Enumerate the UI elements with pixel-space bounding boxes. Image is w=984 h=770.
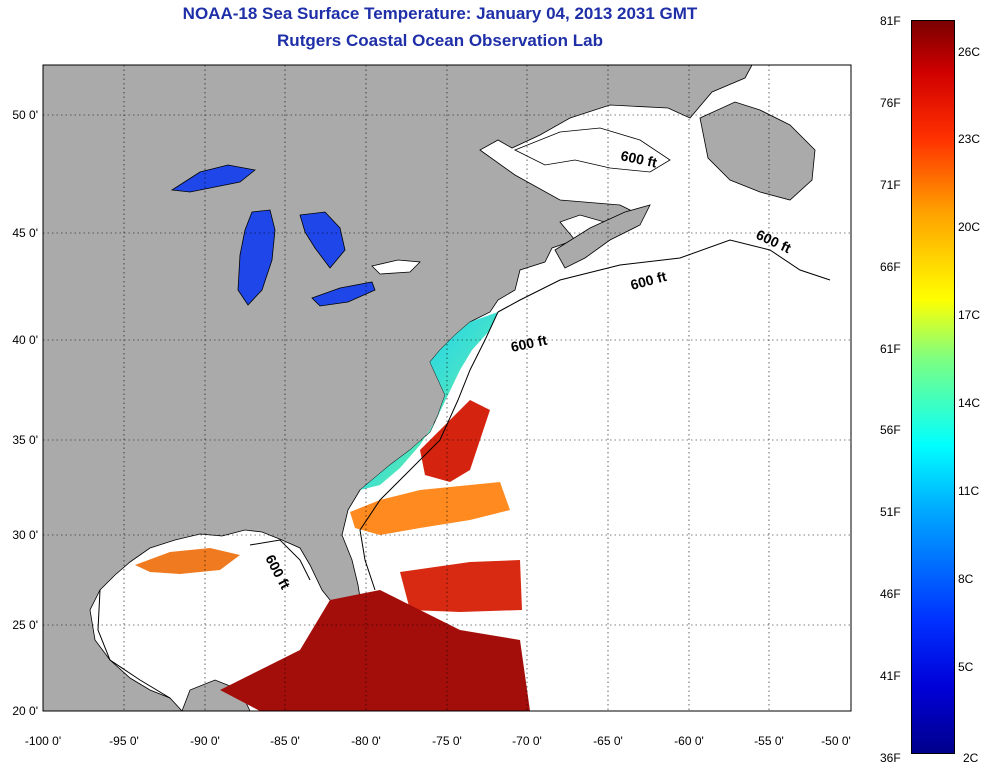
lon-tick: -55 0' [754,734,784,748]
lat-tick: 30 0' [12,528,38,542]
lat-tick: 45 0' [12,226,38,240]
lon-tick: -75 0' [432,734,462,748]
cb-c-label: 14C [958,396,981,410]
cb-f-label: 76F [880,96,901,110]
lon-tick: -50 0' [821,734,851,748]
map-frame [42,64,852,712]
lon-tick: -100 0' [25,734,61,748]
cb-c-label: 11C [958,484,980,498]
latitude-axis: 50 0' 45 0' 40 0' 35 0' 30 0' 25 0' 20 0… [12,108,38,718]
lon-tick: -95 0' [109,734,139,748]
lon-tick: -90 0' [190,734,220,748]
cb-f-label: 46F [880,587,901,601]
newfoundland-land [699,101,816,201]
lon-tick: -60 0' [674,734,704,748]
cb-f-label: 51F [880,505,901,519]
cb-f-label: 71F [880,178,901,192]
cb-f-label: 41F [880,669,901,683]
cb-c-label: 5C [958,660,974,674]
cb-c-label: 8C [958,572,974,586]
lake-erie [311,281,376,307]
lon-tick: -80 0' [351,734,381,748]
cb-c-label: 23C [958,132,981,146]
lake-huron [299,211,346,269]
lon-tick: -65 0' [593,734,623,748]
cb-f-label: 81F [880,14,901,28]
cb-f-label: 56F [880,423,901,437]
lake-michigan [237,209,276,306]
coastal-sst-band [360,312,498,490]
cb-c-label: 17C [958,308,981,322]
caribbean-warm-patch [220,590,530,711]
lat-tick: 40 0' [12,333,38,347]
lat-tick: 50 0' [12,108,38,122]
map-title: NOAA-18 Sea Surface Temperature: January… [182,4,698,23]
temperature-colorbar [911,20,955,754]
lat-tick: 35 0' [12,433,38,447]
cb-c-label: 20C [958,220,981,234]
gulf-stream-orange-patch [350,482,510,535]
cb-c-label: 2C [963,751,979,765]
lon-tick: -85 0' [270,734,300,748]
nova-scotia-land [554,204,651,269]
lat-tick: 20 0' [12,704,38,718]
atlantic-warm-patch [400,560,522,612]
contour-label-1: 600 ft [619,147,658,170]
bathymetry-600ft-contour [97,239,831,699]
cb-f-label: 36F [880,751,901,765]
gulf-coast-warm-patch [135,548,240,574]
map-subtitle: Rutgers Coastal Ocean Observation Lab [277,31,603,50]
cb-f-label: 66F [880,260,901,274]
gulf-stream-warm-patch [420,400,490,482]
lake-ontario [371,259,421,275]
cb-f-label: 61F [880,342,901,356]
st-lawrence-shelf [514,127,671,173]
lat-tick: 25 0' [12,618,38,632]
lon-tick: -70 0' [512,734,542,748]
lake-superior [170,164,256,193]
cb-c-label: 26C [958,45,981,59]
longitude-axis: -100 0' -95 0' -90 0' -85 0' -80 0' -75 … [25,734,851,748]
contour-label-4: 600 ft [509,332,548,355]
